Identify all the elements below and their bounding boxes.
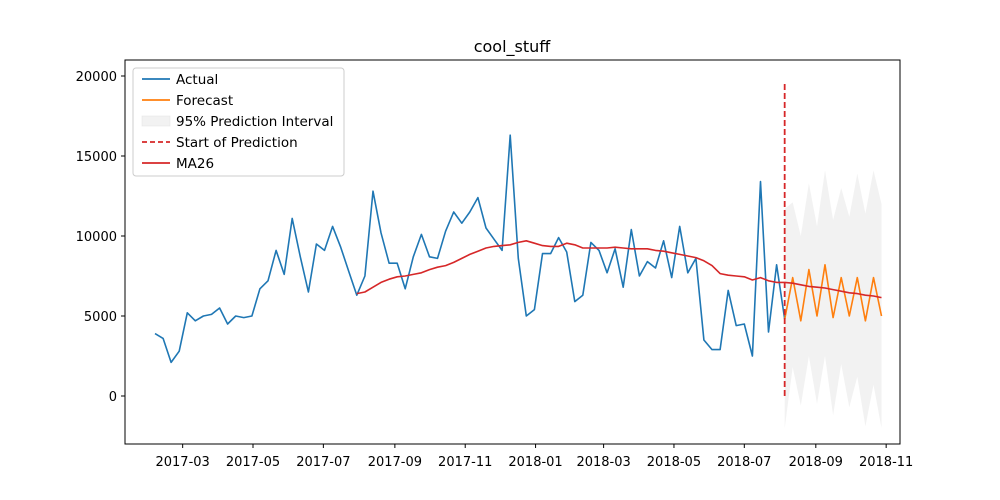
y-tick-label: 0 [109,390,117,405]
y-tick-label: 10000 [76,230,117,245]
x-tick-label: 2018-01 [508,455,562,470]
legend-item-ma26: MA26 [142,156,214,172]
x-tick-label: 2018-07 [717,455,771,470]
legend-swatch [141,115,171,127]
legend-item-actual: Actual [142,72,218,88]
legend-item-forecast: Forecast [142,93,233,109]
x-tick-label: 2017-05 [226,455,280,470]
x-tick-label: 2017-11 [438,455,492,470]
x-tick-label: 2017-07 [296,455,350,470]
legend-item-interval: 95% Prediction Interval [141,114,333,130]
x-tick-label: 2018-09 [789,455,843,470]
legend-label: Actual [176,72,218,88]
x-tick-label: 2018-03 [576,455,630,470]
x-tick-label: 2018-05 [647,455,701,470]
plot-area [154,84,883,428]
axes: 0 5000 10000 15000 20000 2017-03 2017-05 2017-0… [76,59,913,470]
legend-label: Start of Prediction [176,135,298,151]
x-tick-label: 2017-03 [155,455,209,470]
legend-label: Forecast [176,93,233,109]
legend-label: 95% Prediction Interval [176,114,333,130]
legend-box [132,67,345,177]
chart-title: cool_stuff [474,37,552,57]
x-tick-label: 2017-09 [368,455,422,470]
y-tick-label: 5000 [84,310,117,325]
legend-label: MA26 [176,156,214,172]
axes-frame [124,59,901,445]
series-forecast-line [783,263,883,322]
series-actual-line [154,134,786,364]
x-tick-label: 2018-11 [859,455,913,470]
y-tick-label: 20000 [76,70,117,85]
series-ma26-line [356,240,882,299]
legend-item-start: Start of Prediction [142,135,298,151]
legend: Actual Forecast 95% Prediction Interval Sta… [132,67,345,177]
y-tick-label: 15000 [76,150,117,165]
prediction-interval-band [784,170,882,428]
